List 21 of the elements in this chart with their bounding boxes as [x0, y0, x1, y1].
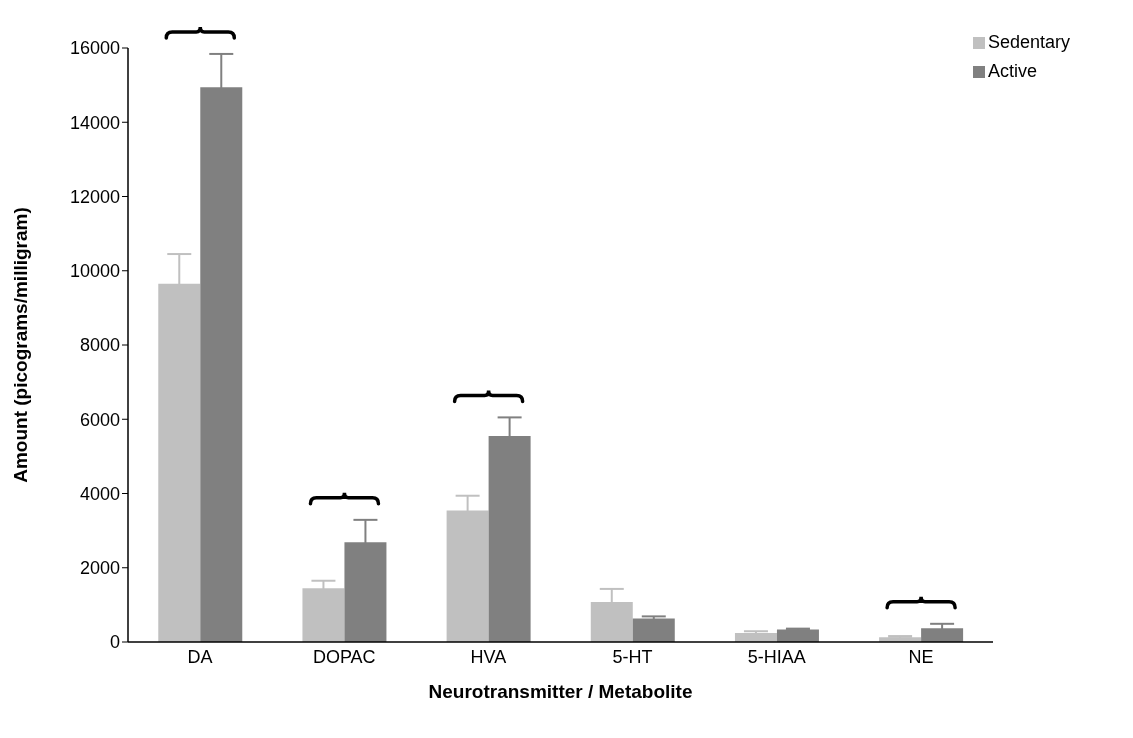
y-tick-label: 6000 [79, 409, 120, 430]
y-tick-label: 10000 [69, 261, 120, 282]
x-tick-label: HVA [470, 646, 507, 667]
y-tick-label: 2000 [79, 558, 120, 579]
legend-label: Active [988, 61, 1038, 82]
legend-label: Sedentary [988, 32, 1071, 53]
y-tick-label: 0 [109, 632, 120, 653]
y-tick-label: 16000 [69, 38, 120, 59]
x-tick-label: NE [908, 646, 934, 667]
y-tick-label: 14000 [69, 112, 120, 133]
x-tick-label: 5-HIAA [747, 646, 806, 667]
x-tick-label: DOPAC [312, 646, 376, 667]
x-tick-label: 5-HT [612, 646, 653, 667]
x-axis-title: Neurotransmitter / Metabolite [428, 681, 693, 702]
y-tick-label: 12000 [69, 186, 120, 207]
y-axis-title: Amount (picograms/milligram) [9, 207, 31, 483]
x-tick-label: DA [187, 646, 213, 667]
bar [776, 629, 819, 642]
bar [632, 618, 675, 642]
y-tick-label: 4000 [79, 483, 120, 504]
y-tick-label: 8000 [79, 335, 120, 356]
